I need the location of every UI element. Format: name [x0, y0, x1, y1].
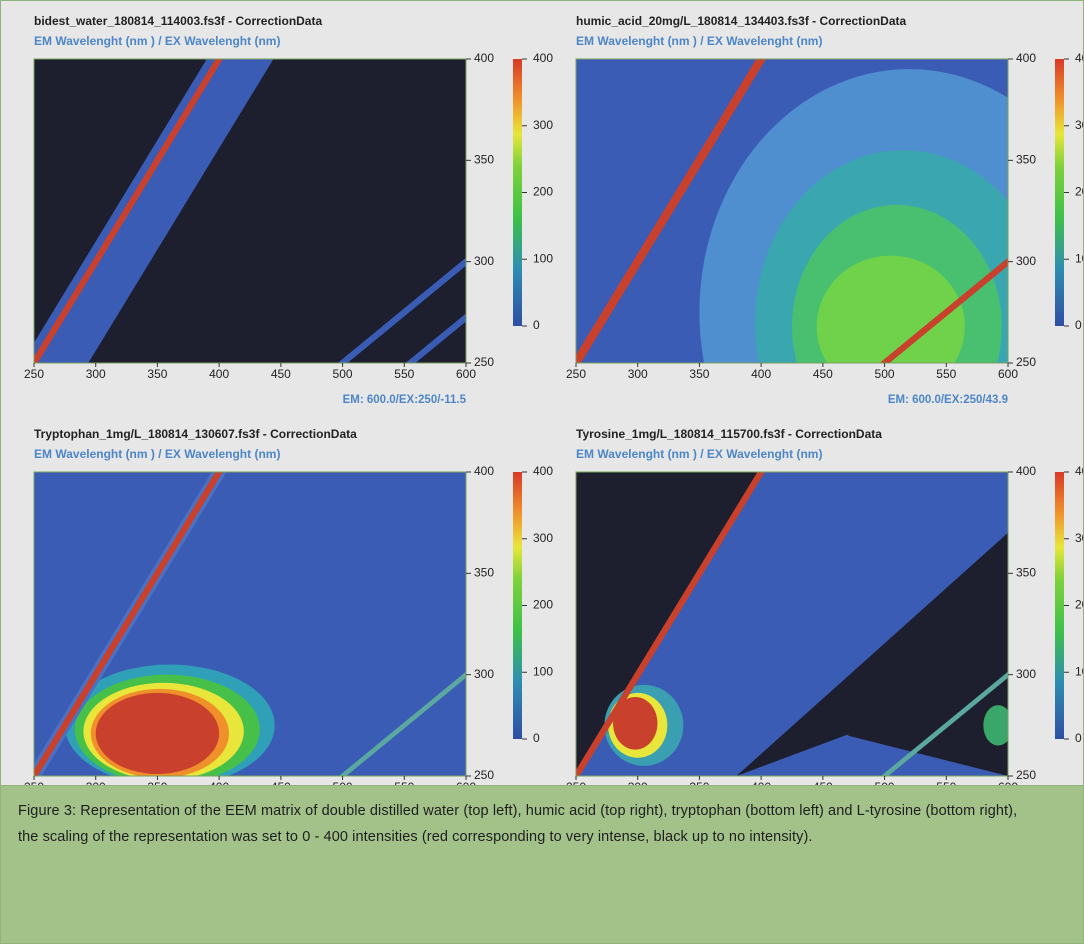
x-tick-label: 300: [628, 367, 648, 381]
x-tick-label: 550: [936, 367, 956, 381]
chart-subtitle: EM Wavelenght (nm ) / EX Wavelenght (nm): [34, 447, 280, 461]
colorbar-tick-label: 100: [533, 664, 553, 678]
x-tick-label: 600: [456, 367, 476, 381]
chart-title: bidest_water_180814_114003.fs3f - Correc…: [34, 14, 322, 28]
charts: bidest_water_180814_114003.fs3f - Correc…: [1, 1, 1083, 785]
colorbar-tick-label: 0: [1075, 318, 1082, 332]
colorbar-tick-label: 200: [533, 185, 553, 199]
y-tick-label: 300: [1016, 254, 1036, 268]
y-tick-label: 250: [1016, 355, 1036, 369]
colorbar-tick-label: 300: [533, 118, 553, 132]
chart-title: Tryptophan_1mg/L_180814_130607.fs3f - Co…: [34, 427, 357, 441]
colorbar-tick-label: 400: [1075, 464, 1083, 478]
colorbar-tick-label: 200: [533, 598, 553, 612]
y-tick-label: 400: [474, 51, 494, 65]
colorbar-tick-label: 0: [533, 731, 540, 745]
colorbar-tick-label: 400: [1075, 51, 1083, 65]
y-tick-label: 350: [1016, 153, 1036, 167]
x-tick-label: 400: [209, 367, 229, 381]
x-tick-label: 400: [751, 367, 771, 381]
colorbar-tick-label: 0: [1075, 731, 1082, 745]
heatmap-image: [22, 59, 663, 363]
y-tick-label: 300: [474, 667, 494, 681]
y-tick-label: 300: [474, 254, 494, 268]
colorbar: [513, 59, 522, 326]
y-tick-label: 400: [474, 464, 494, 478]
colorbar: [513, 472, 522, 739]
chart-subtitle: EM Wavelenght (nm ) / EX Wavelenght (nm): [34, 34, 280, 48]
y-tick-label: 350: [474, 566, 494, 580]
x-tick-label: 450: [813, 367, 833, 381]
y-tick-label: 400: [1016, 464, 1036, 478]
colorbar-tick-label: 200: [1075, 598, 1083, 612]
colorbar-tick-label: 100: [533, 251, 553, 265]
x-tick-label: 550: [394, 367, 414, 381]
y-tick-label: 250: [474, 768, 494, 782]
colorbar-tick-label: 200: [1075, 185, 1083, 199]
readout: EM: 600.0/EX:250/-11.5: [343, 394, 467, 406]
y-tick-label: 350: [474, 153, 494, 167]
colorbar: [1055, 59, 1064, 326]
x-tick-label: 350: [689, 367, 709, 381]
colorbar-tick-label: 300: [533, 531, 553, 545]
x-tick-label: 500: [875, 367, 895, 381]
caption: Figure 3: Representation of the EEM matr…: [1, 785, 1083, 943]
colorbar-tick-label: 0: [533, 318, 540, 332]
x-tick-label: 250: [566, 367, 586, 381]
x-tick-label: 500: [333, 367, 353, 381]
x-tick-label: 450: [271, 367, 291, 381]
x-tick-label: 300: [86, 367, 106, 381]
colorbar: [1055, 472, 1064, 739]
y-tick-label: 250: [474, 355, 494, 369]
chart-title: Tyrosine_1mg/L_180814_115700.fs3f - Corr…: [576, 427, 882, 441]
x-tick-label: 600: [998, 367, 1018, 381]
y-tick-label: 300: [1016, 667, 1036, 681]
figure: bidest_water_180814_114003.fs3f - Correc…: [0, 0, 1084, 944]
chart-subtitle: EM Wavelenght (nm ) / EX Wavelenght (nm): [576, 447, 822, 461]
chart-subtitle: EM Wavelenght (nm ) / EX Wavelenght (nm): [576, 34, 822, 48]
intensity-region: [96, 693, 219, 774]
chart-title: humic_acid_20mg/L_180814_134403.fs3f - C…: [576, 14, 906, 28]
heatmap-image: [27, 472, 594, 785]
colorbar-tick-label: 300: [1075, 118, 1083, 132]
x-tick-label: 250: [24, 367, 44, 381]
y-tick-label: 250: [1016, 768, 1036, 782]
colorbar-tick-label: 100: [1075, 664, 1083, 678]
colorbar-tick-label: 400: [533, 464, 553, 478]
colorbar-tick-label: 400: [533, 51, 553, 65]
colorbar-tick-label: 100: [1075, 251, 1083, 265]
readout: EM: 600.0/EX:250/43.9: [888, 394, 1008, 406]
y-tick-label: 350: [1016, 566, 1036, 580]
colorbar-tick-label: 300: [1075, 531, 1083, 545]
heatmap-image: [572, 472, 1083, 776]
y-tick-label: 400: [1016, 51, 1036, 65]
x-tick-label: 350: [147, 367, 167, 381]
